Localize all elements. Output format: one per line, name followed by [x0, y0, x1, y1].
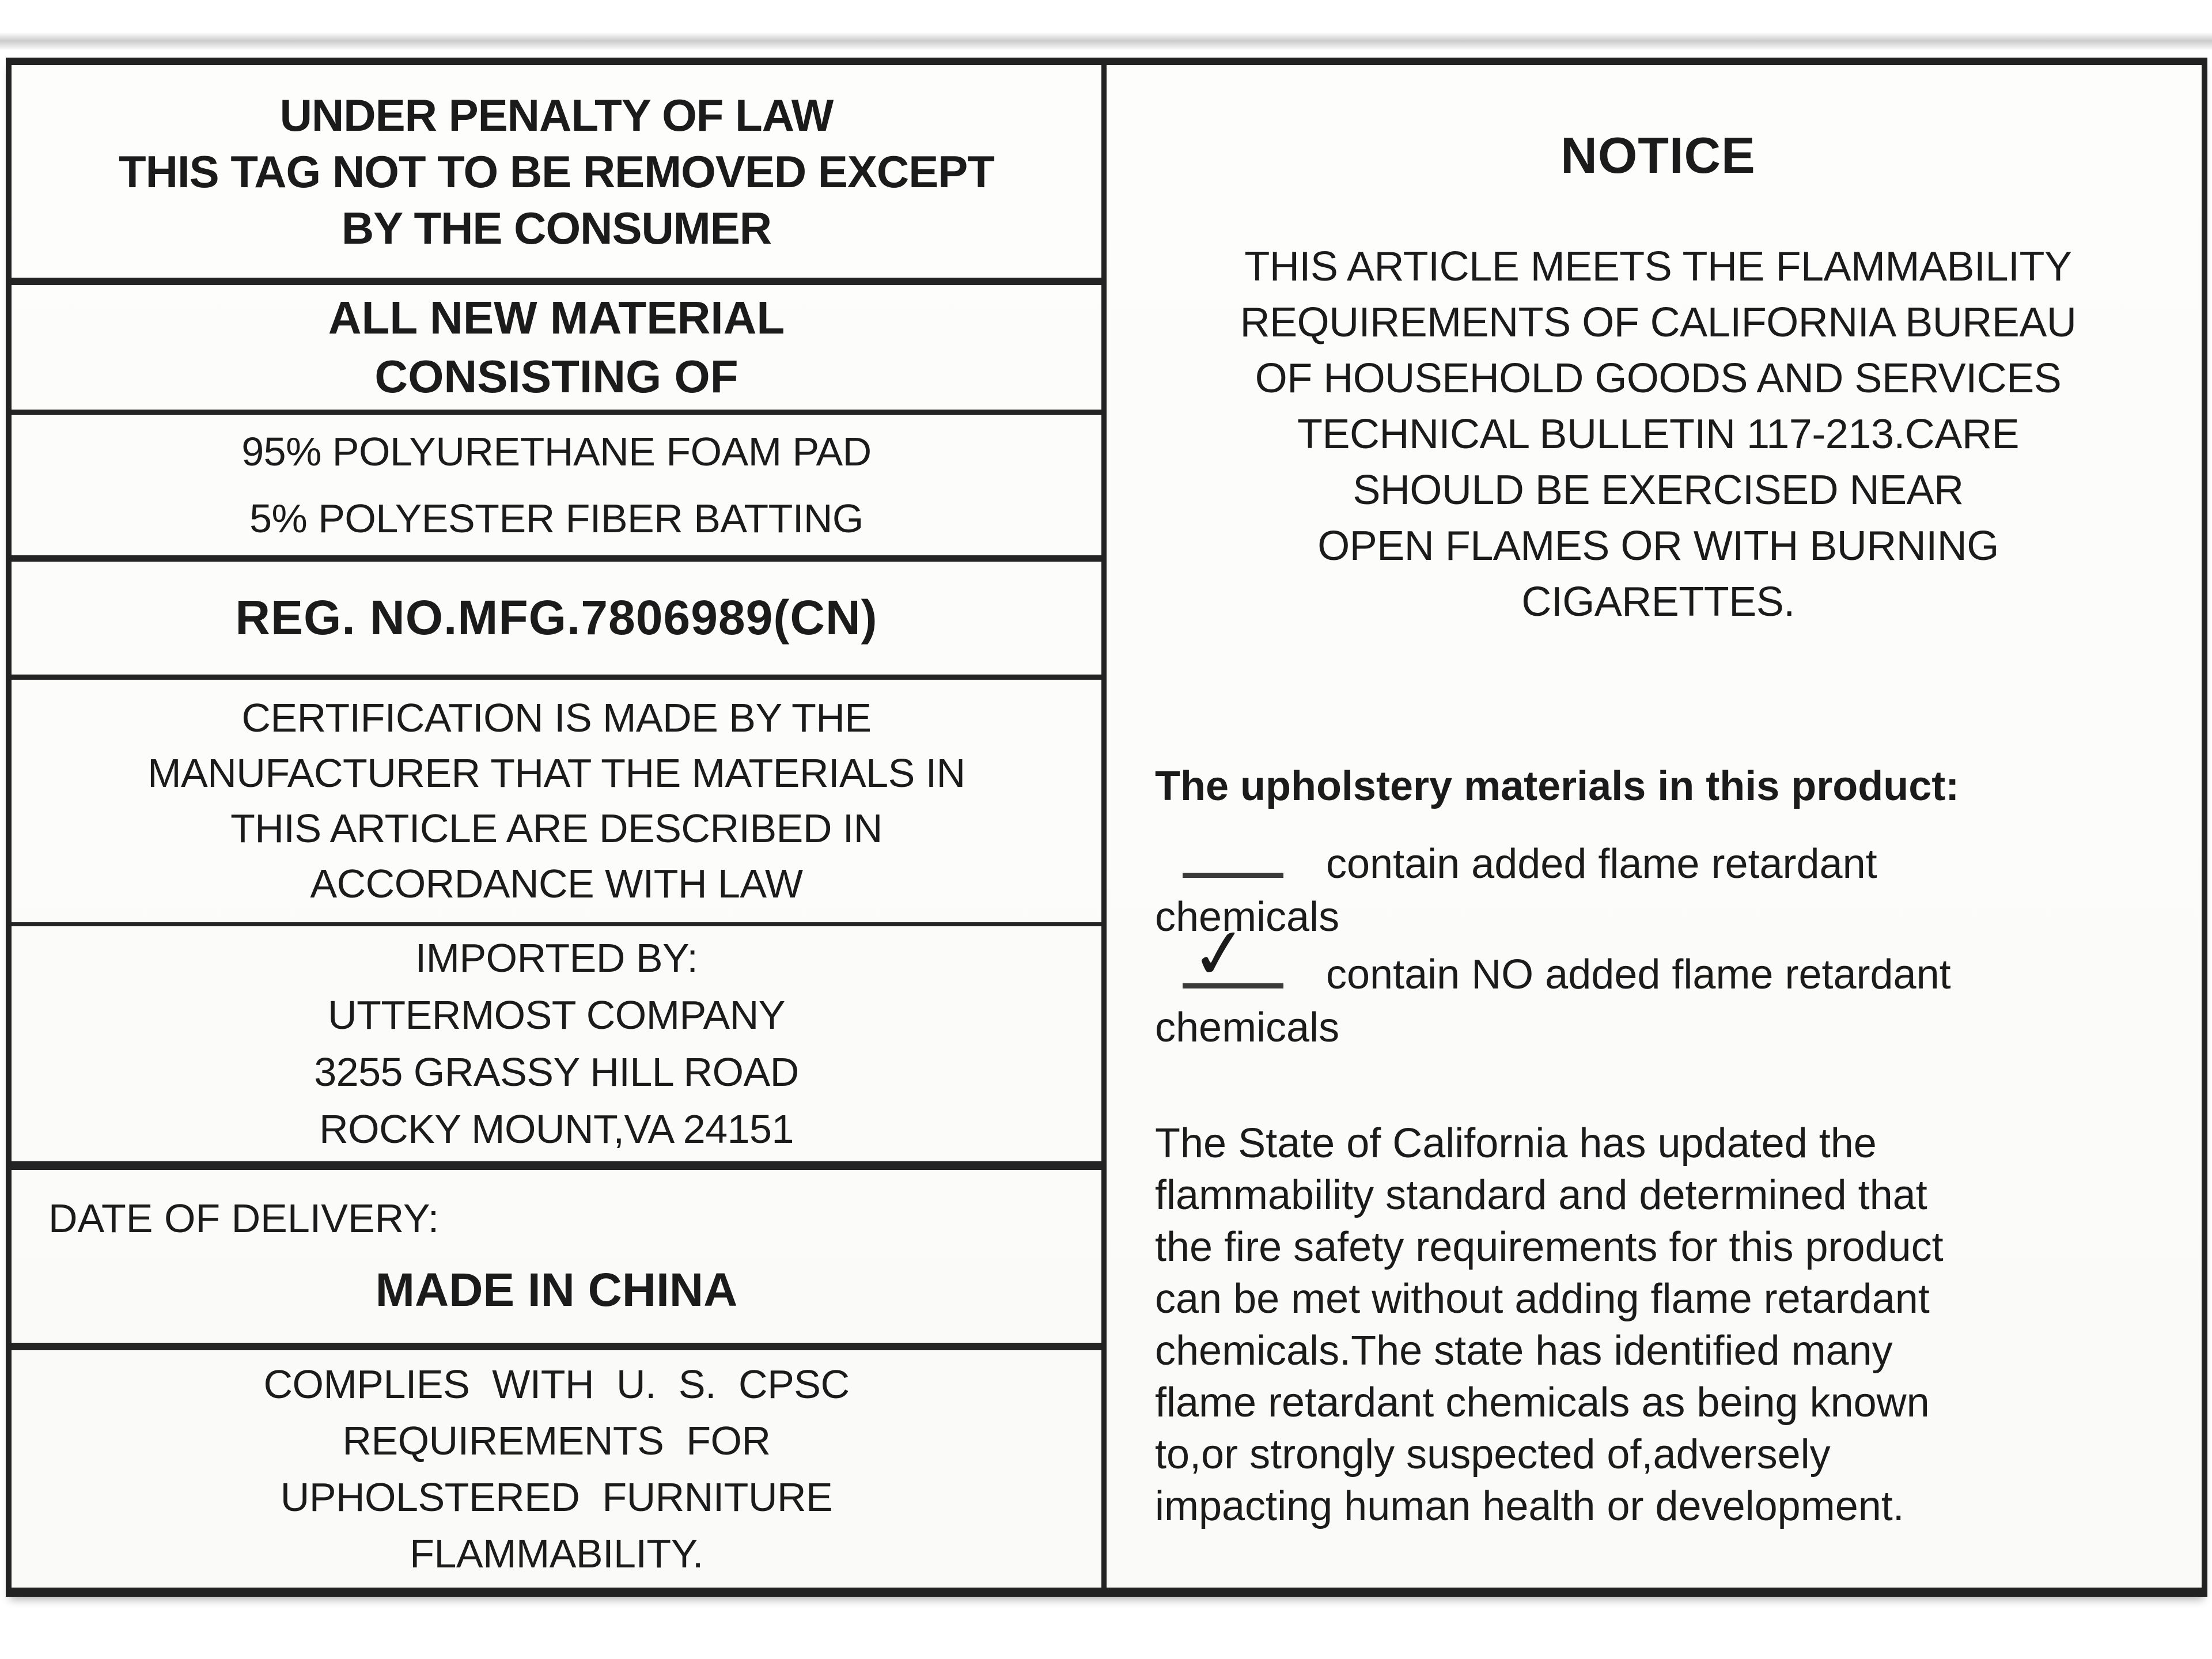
imported-by-cell: IMPORTED BY: UTTERMOST COMPANY 3255 GRAS… [12, 922, 1101, 1161]
option-added-text: contain added flame retardant [1326, 841, 1877, 887]
registration-number-cell: REG. NO.MFG.7806989(CN) [12, 555, 1101, 675]
california-update-text: The State of California has updated the … [1155, 1120, 1944, 1529]
flammability-notice-text: THIS ARTICLE MEETS THE FLAMMABILITY REQU… [1240, 244, 2077, 625]
certification-text: CERTIFICATION IS MADE BY THE MANUFACTURE… [147, 695, 965, 907]
material-contents-text: 95% POLYURETHANE FOAM PAD 5% POLYESTER F… [241, 429, 872, 541]
registration-number-text: REG. NO.MFG.7806989(CN) [235, 590, 878, 645]
imported-by-text: IMPORTED BY: UTTERMOST COMPANY 3255 GRAS… [314, 935, 799, 1152]
scan-artifact-band [0, 32, 2212, 50]
right-panel: NOTICE THIS ARTICLE MEETS THE FLAMMABILI… [1107, 65, 2202, 1588]
option-added-flame-retardant: contain added flame retardant chemicals [1155, 838, 2161, 944]
delivery-origin-cell: DATE OF DELIVERY: MADE IN CHINA [12, 1161, 1101, 1343]
option-no-added-line1: ✓ contain NO added flame retardant [1155, 911, 2161, 1001]
upholstery-materials-heading: The upholstery materials in this product… [1155, 763, 1960, 809]
option-no-added-text: contain NO added flame retardant [1326, 952, 1951, 998]
material-contents-cell: 95% POLYURETHANE FOAM PAD 5% POLYESTER F… [12, 410, 1101, 555]
option-no-added-flame-retardant: ✓ contain NO added flame retardant chemic… [1155, 911, 2161, 1054]
option-added-line1: contain added flame retardant [1155, 838, 2161, 891]
no-flame-retardant-blank: ✓ [1183, 911, 1283, 997]
made-in-china-text: MADE IN CHINA [375, 1264, 738, 1317]
cpsc-compliance-cell: COMPLIES WITH U. S. CPSC REQUIREMENTS FO… [12, 1343, 1101, 1588]
cpsc-compliance-text: COMPLIES WITH U. S. CPSC REQUIREMENTS FO… [263, 1362, 850, 1576]
penalty-cell: UNDER PENALTY OF LAW THIS TAG NOT TO BE … [12, 65, 1101, 278]
date-of-delivery-label: DATE OF DELIVERY: [48, 1196, 440, 1241]
law-label-table: UNDER PENALTY OF LAW THIS TAG NOT TO BE … [6, 58, 2207, 1597]
notice-heading: NOTICE [1560, 127, 1756, 184]
checkmark-icon: ✓ [1186, 911, 1253, 997]
option-no-added-line2: chemicals [1155, 1005, 1340, 1051]
material-heading-text: ALL NEW MATERIAL CONSISTING OF [328, 292, 785, 403]
material-heading-cell: ALL NEW MATERIAL CONSISTING OF [12, 278, 1101, 410]
flame-retardant-blank [1183, 840, 1283, 878]
option-added-line2: chemicals [1155, 894, 1340, 940]
penalty-text: UNDER PENALTY OF LAW THIS TAG NOT TO BE … [119, 89, 995, 253]
left-panel: UNDER PENALTY OF LAW THIS TAG NOT TO BE … [12, 65, 1107, 1588]
certification-cell: CERTIFICATION IS MADE BY THE MANUFACTURE… [12, 674, 1101, 922]
